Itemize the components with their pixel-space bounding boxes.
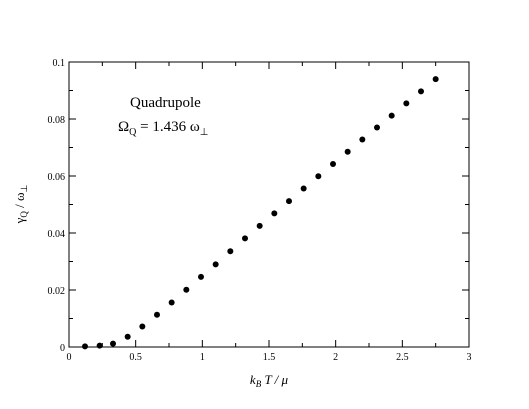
data-point — [344, 148, 351, 155]
data-point — [124, 333, 131, 340]
perp-subscript: ⊥ — [200, 127, 209, 138]
y-label-gamma: γ — [12, 217, 27, 224]
data-point — [227, 248, 234, 255]
data-point — [388, 112, 395, 119]
x-label-rest: T / μ — [261, 372, 288, 387]
data-point — [256, 222, 263, 229]
plot-frame — [68, 61, 470, 348]
data-point — [374, 124, 380, 131]
data-point — [403, 100, 410, 107]
annotation-title: Quadrupole — [130, 95, 201, 111]
y-label-perp: ⊥ — [19, 184, 29, 192]
y-tick-label: 0.08 — [48, 115, 66, 126]
x-tick-label: 0.5 — [129, 352, 142, 363]
y-tick-label: 0.04 — [48, 229, 66, 240]
y-tick-label: 0 — [60, 343, 65, 354]
data-points — [82, 76, 439, 350]
data-point — [110, 340, 116, 347]
y-tick-label: 0.02 — [48, 286, 66, 297]
omega-subscript: Q — [129, 127, 137, 138]
y-label-sub: Q — [19, 211, 29, 218]
x-tick-label: 3 — [467, 352, 472, 363]
frequency-value: = 1.436 ω — [136, 119, 199, 135]
tick-labels: 0 0.5 1 1.5 2 2.5 3 0 0.02 0.04 0.06 0.08 0.1 — [48, 58, 472, 363]
data-point — [286, 198, 292, 205]
data-point — [359, 136, 366, 143]
y-tick-label: 0.1 — [53, 58, 66, 69]
omega-symbol: Ω — [118, 119, 129, 135]
annotation-frequency: ΩQ = 1.436 ω⊥ — [118, 119, 208, 138]
data-point — [330, 161, 336, 168]
data-point — [300, 185, 307, 192]
axis-ticks — [68, 61, 470, 348]
data-point — [418, 88, 424, 95]
y-axis-label: γQ / ω⊥ — [12, 184, 29, 224]
x-tick-label: 1.5 — [263, 352, 276, 363]
data-point — [315, 173, 322, 180]
data-point — [96, 342, 103, 349]
x-tick-label: 1 — [200, 352, 205, 363]
data-point — [82, 343, 88, 350]
data-point — [168, 299, 175, 306]
data-point — [432, 76, 439, 83]
data-point — [271, 210, 278, 217]
x-label-sub: B — [256, 379, 262, 389]
x-tick-label: 2.5 — [396, 352, 409, 363]
data-point — [154, 311, 160, 318]
x-axis-label: kB T / μ — [250, 372, 289, 389]
y-label-rest: / ω — [12, 192, 27, 211]
x-label-k: k — [250, 372, 256, 387]
data-point — [242, 235, 248, 242]
data-point — [139, 323, 146, 330]
y-tick-label: 0.06 — [48, 172, 66, 183]
data-point — [183, 286, 190, 293]
data-point — [198, 273, 204, 280]
data-point — [212, 261, 219, 268]
x-tick-label: 2 — [333, 352, 338, 363]
x-tick-label: 0 — [67, 352, 72, 363]
